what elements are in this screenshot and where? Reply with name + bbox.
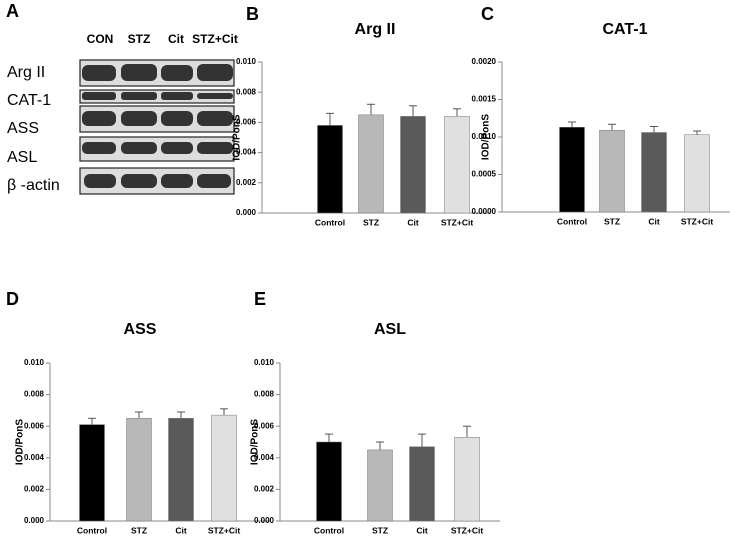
y-tick-label: 0.0005 [472, 170, 497, 179]
x-tick-label: Cit [648, 216, 660, 226]
x-tick-label: STZ [131, 525, 147, 535]
bar [358, 114, 384, 214]
x-tick-label: STZ+Cit [451, 525, 484, 535]
blot-band [197, 111, 233, 126]
y-tick-label: 0.0020 [472, 57, 497, 66]
panel-label: C [481, 4, 494, 24]
y-tick-label: 0.004 [236, 148, 257, 157]
panel-label: E [254, 289, 266, 309]
y-axis-label: IOD/PonS [15, 419, 26, 465]
blot-column: CON [87, 32, 114, 46]
bar [599, 130, 625, 213]
y-tick-label: 0.000 [236, 208, 257, 217]
chart-title: ASL [374, 321, 406, 338]
blot-row: β -actin [7, 177, 60, 194]
x-tick-label: Cit [416, 525, 428, 535]
x-tick-label: STZ+Cit [441, 217, 474, 227]
bar [126, 418, 152, 522]
blot-band [121, 92, 157, 100]
bar [168, 418, 194, 522]
panel-label: B [246, 4, 259, 24]
y-tick-label: 0.0010 [472, 132, 497, 141]
y-axis-label: IOD/PonS [250, 419, 261, 465]
western-blot: CON STZ Cit STZ+Cit Arg II CAT-1 ASS ASL… [7, 32, 238, 195]
bar [211, 414, 237, 522]
bar [317, 125, 343, 214]
blot-band [82, 65, 116, 81]
bar [409, 446, 435, 522]
blot-band [197, 174, 231, 188]
blot-band [121, 174, 157, 188]
y-tick-label: 0.002 [236, 178, 257, 187]
y-tick-label: 0.006 [254, 421, 275, 430]
chart-title: CAT-1 [602, 21, 647, 38]
blot-band [197, 64, 233, 81]
bar [400, 116, 426, 214]
x-tick-label: Control [77, 525, 107, 535]
y-tick-label: 0.002 [254, 485, 275, 494]
y-tick-label: 0.010 [254, 358, 275, 367]
bar [444, 116, 470, 214]
y-tick-label: 0.0000 [472, 207, 497, 216]
y-tick-label: 0.004 [254, 453, 275, 462]
y-tick-label: 0.010 [236, 57, 257, 66]
blot-band [161, 174, 193, 188]
blot-band [161, 92, 193, 100]
y-tick-label: 0.004 [24, 453, 45, 462]
x-tick-label: Cit [175, 525, 187, 535]
blot-column: STZ [128, 32, 151, 46]
bar [641, 132, 667, 213]
blot-row: Arg II [7, 64, 45, 81]
x-tick-label: Cit [407, 217, 419, 227]
x-tick-label: Control [557, 216, 587, 226]
blot-band [161, 65, 193, 81]
y-tick-label: 0.008 [236, 87, 257, 96]
y-tick-label: 0.000 [254, 516, 275, 525]
y-axis-label: IOD/PonS [481, 114, 492, 160]
bar [684, 134, 710, 213]
y-tick-label: 0.008 [24, 390, 45, 399]
blot-row: CAT-1 [7, 92, 51, 109]
x-tick-label: Control [314, 525, 344, 535]
blot-row: ASL [7, 149, 37, 166]
blot-band [82, 142, 116, 154]
x-tick-label: Control [315, 217, 345, 227]
x-tick-label: STZ [372, 525, 388, 535]
chart-title: Arg II [355, 21, 396, 38]
x-tick-label: STZ [604, 216, 620, 226]
blot-band [84, 174, 116, 188]
blot-column: Cit [168, 32, 184, 46]
chart-title: ASS [124, 321, 157, 338]
blot-band [82, 92, 116, 100]
blot-band [121, 64, 157, 81]
bar [454, 437, 480, 522]
y-tick-label: 0.002 [24, 485, 45, 494]
blot-band [82, 111, 116, 126]
blot-band [161, 142, 193, 154]
blot-band [121, 111, 157, 126]
bar [367, 449, 393, 522]
bar [559, 127, 585, 213]
y-tick-label: 0.010 [24, 358, 45, 367]
blot-band [121, 142, 157, 154]
panel-label: D [6, 289, 19, 309]
y-axis-label: IOD/PonS [232, 114, 243, 160]
y-tick-label: 0.006 [24, 421, 45, 430]
y-tick-label: 0.008 [254, 390, 275, 399]
x-tick-label: STZ+Cit [208, 525, 241, 535]
bar [316, 441, 342, 522]
blot-column: STZ+Cit [192, 32, 238, 46]
y-tick-label: 0.000 [24, 516, 45, 525]
bar [79, 424, 105, 522]
blot-band [161, 111, 193, 126]
panel-label: A [6, 1, 19, 21]
blot-row: ASS [7, 120, 39, 137]
x-tick-label: STZ+Cit [681, 216, 714, 226]
blot-band [197, 142, 233, 154]
x-tick-label: STZ [363, 217, 379, 227]
y-tick-label: 0.006 [236, 118, 257, 127]
blot-band [197, 93, 233, 99]
y-tick-label: 0.0015 [472, 95, 497, 104]
